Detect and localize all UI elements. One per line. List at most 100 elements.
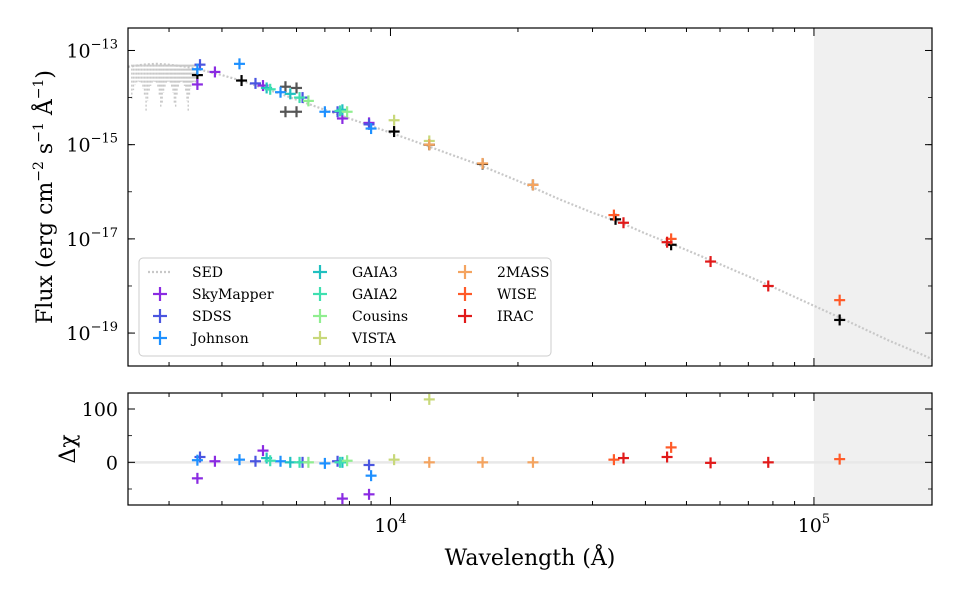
flux-point-wise — [834, 294, 846, 306]
legend-label: WISE — [497, 287, 537, 303]
legend-label: GAIA3 — [352, 265, 398, 281]
legend-entry-sed: SED — [148, 265, 223, 281]
residual-y-axis-label: Δχ — [56, 434, 81, 463]
residual-x-ticks: 104 105 — [168, 393, 830, 537]
legend-marker — [153, 331, 167, 345]
residual-panel: 100 0 104 105 Δχ Wavelength (Å) — [56, 392, 933, 571]
residual-point-irac — [762, 456, 774, 468]
residual-point-2mass — [423, 456, 435, 468]
residual-point-irac — [661, 451, 673, 463]
legend-entry-vista: VISTA — [313, 331, 397, 347]
legend-marker — [153, 287, 167, 301]
legend-label: 2MASS — [497, 265, 549, 281]
residual-point-gaia3 — [284, 456, 296, 468]
residual-point-wise — [665, 441, 677, 453]
legend-entry-gaia3: GAIA3 — [313, 265, 398, 281]
residual-point-skymapper — [191, 472, 203, 484]
legend-label: SED — [192, 265, 223, 281]
legend-entry-sdss: SDSS — [153, 309, 232, 325]
residual-y-tick-label: 0 — [106, 452, 118, 474]
excluded-wavelength-region-top — [813, 28, 932, 366]
residual-point-gaia2 — [334, 456, 346, 468]
residual-point-vista — [423, 393, 435, 405]
x-tick-label: 105 — [798, 512, 830, 537]
legend-marker — [313, 309, 327, 323]
legend-marker — [458, 309, 472, 323]
flux-y-tick-label: 10−13 — [66, 37, 118, 62]
flux-point-skymapper — [209, 66, 221, 78]
flux-point-gaia3 — [284, 88, 296, 100]
flux-y-tick-label: 10−15 — [66, 132, 118, 157]
sed-uv-spikes — [131, 64, 198, 112]
flux-point-irac — [762, 280, 774, 292]
flux-panel-frame — [127, 27, 933, 367]
model-point — [279, 81, 291, 93]
residual-point-cousins — [341, 455, 353, 467]
residual-point-johnson — [233, 454, 245, 466]
x-axis-label: Wavelength (Å) — [445, 543, 616, 571]
legend-marker — [458, 287, 472, 301]
excluded-wavelength-region-bottom — [813, 393, 932, 505]
legend-entry-2mass: 2MASS — [458, 265, 549, 281]
legend-label: VISTA — [351, 331, 397, 347]
legend-entry-wise: WISE — [458, 287, 537, 303]
legend-marker — [313, 287, 327, 301]
model-point — [834, 314, 846, 326]
residual-point-gaia2 — [264, 455, 276, 467]
residual-point-johnson — [365, 470, 377, 482]
legend-box — [138, 257, 552, 357]
flux-y-tick-label: 10−19 — [66, 320, 118, 345]
flux-point-johnson — [275, 86, 287, 98]
residual-y-tick-label: 100 — [82, 399, 118, 421]
flux-point-wise — [608, 209, 620, 221]
flux-point-johnson — [191, 63, 203, 75]
x-tick-label: 104 — [374, 512, 406, 537]
flux-point-vista — [388, 114, 400, 126]
flux-point-2mass — [527, 179, 539, 191]
residual-point-2mass — [527, 456, 539, 468]
flux-point-gaia2 — [294, 92, 306, 104]
legend-entry-skymapper: SkyMapper — [153, 287, 274, 303]
residual-point-2mass — [477, 456, 489, 468]
flux-point-cousins — [341, 106, 353, 118]
legend-marker — [313, 331, 327, 345]
flux-y-axis-label: Flux (erg cm−2 s−1 Å−1) — [30, 70, 58, 324]
residual-point-wise — [608, 454, 620, 466]
flux-point-gaia2 — [264, 83, 276, 95]
legend-label: Johnson — [190, 331, 249, 347]
legend-label: SDSS — [192, 309, 232, 325]
flux-point-johnson — [319, 106, 331, 118]
legend-marker — [458, 265, 472, 279]
residual-panel-frame — [127, 392, 933, 506]
flux-panel: SED SkyMapper SDSS Johnson GAIA3 GAIA2 Cousins… — [30, 27, 933, 367]
residual-point-irac — [617, 452, 629, 464]
residual-point-sdss — [249, 455, 261, 467]
model-point — [291, 106, 303, 118]
sed-curve — [127, 62, 933, 361]
flux-point-sdss — [249, 77, 261, 89]
residual-point-vista — [388, 454, 400, 466]
residual-point-johnson — [275, 455, 287, 467]
residual-point-wise — [834, 453, 846, 465]
residual-point-johnson — [191, 454, 203, 466]
legend-entry-gaia2: GAIA2 — [313, 287, 398, 303]
residual-y-ticks: 100 0 — [82, 399, 932, 490]
flux-point-johnson — [233, 58, 245, 70]
residual-point-skymapper — [209, 455, 221, 467]
flux-point-irac — [617, 217, 629, 229]
legend-entry-irac: IRAC — [458, 309, 534, 325]
residual-point-sdss — [363, 459, 375, 471]
model-point — [279, 106, 291, 118]
flux-point-2mass — [423, 139, 435, 151]
flux-y-ticks: 10−13 10−15 10−17 10−19 — [66, 37, 932, 345]
flux-y-tick-label: 10−17 — [66, 226, 118, 251]
legend: SED SkyMapper SDSS Johnson GAIA3 GAIA2 Cousins… — [138, 257, 552, 357]
legend-label: Cousins — [352, 309, 408, 325]
legend-label: IRAC — [497, 309, 534, 325]
residual-point-skymapper — [336, 493, 348, 505]
flux-data-points — [191, 58, 846, 326]
flux-point-skymapper — [191, 78, 203, 90]
legend-label: GAIA2 — [352, 287, 398, 303]
model-point — [291, 82, 303, 94]
